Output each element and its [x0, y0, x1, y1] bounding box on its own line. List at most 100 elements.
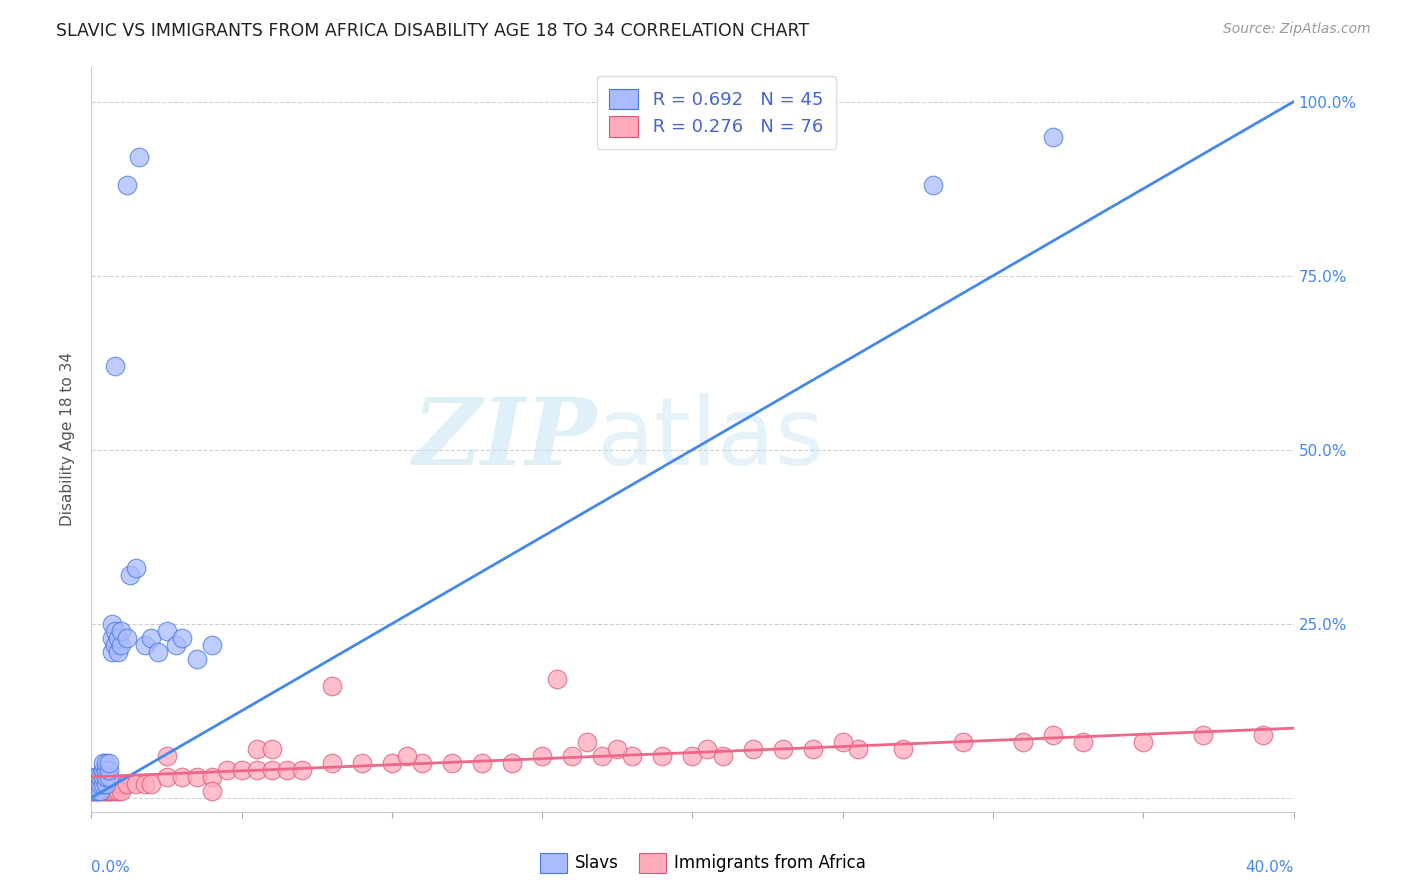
Point: [170, 631, 193, 645]
Point: [1192, 728, 1215, 742]
Point: [260, 763, 283, 777]
Point: [350, 756, 373, 770]
Point: [711, 749, 734, 764]
Point: [96, 763, 118, 777]
Point: [96, 770, 118, 784]
Point: [86, 784, 108, 798]
Point: [922, 178, 945, 193]
Point: [1132, 735, 1154, 749]
Point: [101, 784, 124, 798]
Legend: Slavs, Immigrants from Africa: Slavs, Immigrants from Africa: [533, 847, 873, 880]
Point: [117, 631, 139, 645]
Point: [93, 784, 115, 798]
Point: [89, 777, 111, 791]
Point: [104, 359, 127, 374]
Point: [83, 784, 105, 798]
Point: [83, 770, 105, 784]
Point: [201, 638, 224, 652]
Point: [606, 742, 628, 756]
Point: [110, 624, 132, 638]
Point: [93, 756, 115, 770]
Point: [134, 638, 156, 652]
Point: [696, 742, 718, 756]
Point: [120, 568, 142, 582]
Point: [104, 777, 127, 791]
Point: [155, 749, 177, 764]
Point: [440, 756, 463, 770]
Point: [86, 777, 108, 791]
Point: [576, 735, 599, 749]
Point: [395, 749, 418, 764]
Point: [86, 777, 108, 791]
Point: [86, 770, 108, 784]
Point: [93, 777, 115, 791]
Point: [101, 645, 124, 659]
Point: [1253, 728, 1275, 742]
Point: [128, 150, 150, 164]
Point: [96, 784, 118, 798]
Point: [107, 631, 129, 645]
Point: [98, 770, 121, 784]
Point: [89, 784, 111, 798]
Point: [621, 749, 644, 764]
Point: [134, 777, 156, 791]
Point: [741, 742, 763, 756]
Point: [246, 742, 269, 756]
Legend:  R = 0.692   N = 45,  R = 0.276   N = 76: R = 0.692 N = 45, R = 0.276 N = 76: [596, 76, 837, 149]
Point: [80, 784, 103, 798]
Point: [107, 777, 129, 791]
Point: [215, 763, 238, 777]
Text: 0.0%: 0.0%: [91, 860, 131, 875]
Point: [155, 770, 177, 784]
Point: [186, 770, 208, 784]
Y-axis label: Disability Age 18 to 34: Disability Age 18 to 34: [60, 352, 76, 526]
Point: [170, 770, 193, 784]
Point: [1042, 129, 1064, 144]
Point: [93, 763, 115, 777]
Point: [276, 763, 298, 777]
Point: [89, 770, 111, 784]
Point: [141, 777, 163, 791]
Point: [146, 645, 169, 659]
Point: [89, 777, 111, 791]
Point: [104, 784, 127, 798]
Point: [772, 742, 794, 756]
Point: [891, 742, 914, 756]
Point: [846, 742, 869, 756]
Text: 40.0%: 40.0%: [1246, 860, 1294, 875]
Point: [246, 763, 269, 777]
Point: [321, 756, 343, 770]
Point: [260, 742, 283, 756]
Point: [98, 784, 121, 798]
Point: [101, 616, 124, 631]
Point: [86, 784, 108, 798]
Point: [98, 777, 121, 791]
Point: [101, 777, 124, 791]
Point: [104, 624, 127, 638]
Point: [117, 178, 139, 193]
Point: [201, 770, 224, 784]
Point: [831, 735, 853, 749]
Point: [321, 680, 343, 694]
Point: [291, 763, 314, 777]
Point: [89, 784, 111, 798]
Point: [86, 784, 108, 798]
Point: [107, 645, 129, 659]
Point: [104, 638, 127, 652]
Point: [98, 763, 121, 777]
Point: [96, 777, 118, 791]
Point: [546, 673, 568, 687]
Point: [1042, 728, 1064, 742]
Point: [125, 777, 148, 791]
Point: [117, 777, 139, 791]
Point: [1071, 735, 1094, 749]
Point: [98, 784, 121, 798]
Point: [471, 756, 494, 770]
Point: [681, 749, 703, 764]
Point: [110, 777, 132, 791]
Point: [201, 784, 224, 798]
Point: [952, 735, 974, 749]
Point: [186, 651, 208, 665]
Point: [80, 784, 103, 798]
Point: [101, 631, 124, 645]
